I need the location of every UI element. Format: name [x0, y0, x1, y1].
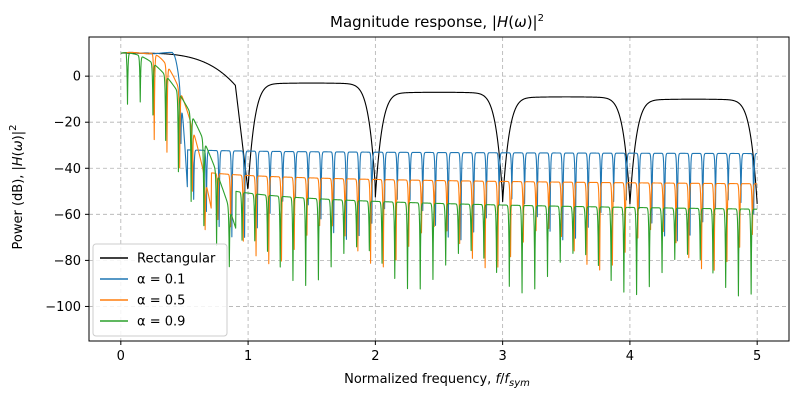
x-tick-label: 1 — [244, 349, 252, 364]
x-tick-label: 5 — [753, 349, 761, 364]
y-tick-label: −40 — [54, 162, 81, 177]
grid — [89, 37, 789, 341]
y-tick-label: −60 — [54, 208, 81, 223]
series-line-3 — [120, 52, 758, 297]
y-ticks: 0 −20 −40 −60 −80 −100 — [45, 70, 89, 315]
legend: Rectangular α = 0.1 α = 0.5 α = 0.9 — [92, 243, 228, 337]
series-line-1 — [120, 51, 758, 242]
x-tick-label: 3 — [498, 349, 506, 364]
y-tick-label: −80 — [54, 254, 81, 269]
x-tick-label: 0 — [117, 349, 125, 364]
chart-title: Magnitude response, |H(ω)|2 — [330, 13, 544, 31]
x-axis-label: Normalized frequency, f/fsym — [344, 372, 530, 389]
legend-label: α = 0.5 — [137, 294, 185, 309]
y-tick-label: 0 — [73, 70, 81, 85]
y-tick-label: −20 — [54, 116, 81, 131]
legend-box — [92, 243, 228, 337]
x-tick-label: 2 — [371, 349, 379, 364]
y-axis-label: Power (dB), |H(ω)|2 — [8, 125, 26, 250]
legend-label: α = 0.9 — [137, 315, 185, 330]
x-tick-label: 4 — [626, 349, 634, 364]
legend-label: α = 0.1 — [137, 273, 185, 288]
x-ticks: 0 1 2 3 4 5 — [117, 341, 761, 364]
y-tick-label: −100 — [45, 300, 81, 315]
series-group — [120, 51, 758, 297]
plot-frame — [88, 36, 790, 342]
series-line-0 — [120, 52, 758, 205]
legend-label: Rectangular — [137, 252, 216, 267]
series-line-2 — [120, 51, 758, 271]
